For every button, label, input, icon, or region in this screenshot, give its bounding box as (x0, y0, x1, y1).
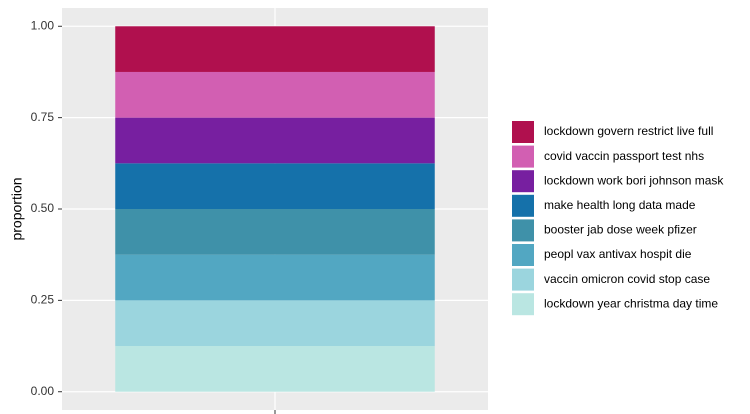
legend-key (512, 145, 534, 168)
legend-key (512, 244, 534, 266)
legend-label: lockdown year christma day time (544, 296, 718, 310)
y-tick-label: 0.75 (31, 110, 55, 124)
legend-label: covid vaccin passport test nhs (544, 149, 704, 163)
bar-segment (115, 26, 435, 72)
bar-segment (115, 209, 435, 255)
legend-key (512, 194, 534, 217)
legend-label: booster jab dose week pfizer (544, 223, 697, 237)
bar-segment (115, 117, 435, 164)
legend-label: lockdown work bori johnson mask (544, 173, 724, 187)
legend-key (512, 121, 534, 143)
bar-segment (115, 71, 435, 118)
bar-segment (115, 346, 435, 392)
legend-label: make health long data made (544, 198, 696, 212)
bar-segment (115, 163, 435, 209)
bar-segment (115, 300, 435, 347)
legend-key (512, 170, 534, 193)
legend-label: lockdown govern restrict live full (544, 124, 713, 138)
y-tick-label: 0.00 (31, 384, 55, 398)
legend-label: vaccin omicron covid stop case (544, 272, 710, 286)
legend-label: peopl vax antivax hospit die (544, 247, 692, 261)
y-tick-label: 0.50 (31, 201, 55, 215)
legend-key (512, 293, 534, 316)
legend-key (512, 268, 534, 291)
bar-segment (115, 254, 435, 301)
y-axis-label: proportion (9, 177, 25, 240)
legend-key (512, 219, 534, 242)
y-tick-label: 1.00 (31, 18, 55, 32)
y-tick-label: 0.25 (31, 293, 55, 307)
